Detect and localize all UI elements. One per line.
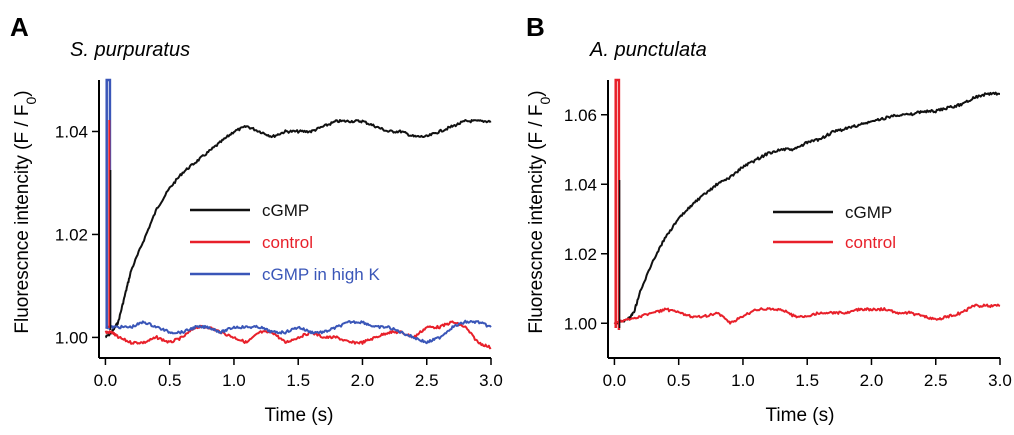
panel-b-xtick-label: 0.0 [603, 371, 627, 390]
panel-a-trace-cgmp-in-high-k [105, 319, 492, 345]
panel-b-ylabel-sub: 0 [537, 97, 553, 105]
panel-a-ylabel: Fluorescnce intencity (F / F0) [12, 90, 39, 333]
panel-b-traces [613, 78, 1001, 330]
panel-b-trace-control [613, 303, 1001, 325]
panel-b: B A. punctulata Fluorescnce intencity (F… [526, 12, 1012, 426]
panel-b-legend: cGMP control [773, 203, 896, 252]
panel-a-axes: 0.0 0.5 1.0 1.5 2.0 2.5 3.0 1.00 1.02 1.04 [55, 80, 503, 390]
panel-a-xtick-label: 2.5 [415, 371, 439, 390]
panel-b-axes: 0.0 0.5 1.0 1.5 2.0 2.5 3.0 1.00 1.02 1.04 1.06 [564, 80, 1012, 390]
panel-a-ytick-label: 1.00 [55, 328, 88, 347]
panel-a-legend-label-cgmp-in-high-k: cGMP in high K [262, 265, 380, 284]
panel-a-trace-cgmp [104, 119, 492, 339]
panel-a-legend-label-cgmp: cGMP [262, 201, 309, 220]
panel-b-xtick-label: 2.0 [860, 371, 884, 390]
panel-a-xtick-label: 0.5 [158, 371, 182, 390]
panel-b-trace-cgmp [613, 91, 1000, 325]
panel-a-ylabel-main: Fluorescnce intencity (F / F [12, 105, 33, 334]
panel-b-stimulus-spike [614, 78, 621, 330]
panel-b-ytick-label: 1.00 [564, 314, 597, 333]
panel-b-ytick-label: 1.04 [564, 175, 597, 194]
panel-a: A S. purpuratus Fluorescnce intencity (F… [10, 12, 503, 426]
panel-a-xtick-label: 1.5 [286, 371, 310, 390]
panel-a-ytick-label: 1.04 [55, 122, 88, 141]
panel-a-xlabel: Time (s) [265, 405, 334, 426]
panel-b-xtick-label: 1.5 [795, 371, 819, 390]
panel-b-ylabel-close: ) [526, 90, 547, 96]
panel-a-xtick-label: 0.0 [94, 371, 118, 390]
panel-b-ylabel-main: Fluorescnce intencity (F / F [526, 105, 547, 334]
panel-a-legend-label-control: control [262, 233, 313, 252]
panel-b-xtick-label: 3.0 [988, 371, 1012, 390]
panel-a-trace-control [104, 320, 492, 350]
panel-b-title: A. punctulata [589, 39, 707, 61]
panel-b-ytick-label: 1.02 [564, 245, 597, 264]
panel-b-xlabel: Time (s) [766, 405, 835, 426]
panel-a-traces [104, 78, 492, 350]
panel-a-xtick-label: 2.0 [351, 371, 375, 390]
panel-a-ylabel-sub: 0 [23, 97, 39, 105]
panel-a-legend: cGMP control cGMP in high K [190, 201, 380, 284]
panel-b-legend-label-control: control [845, 233, 896, 252]
panel-b-ylabel: Fluorescnce intencity (F / F0) [526, 90, 553, 333]
panel-b-xtick-label: 1.0 [731, 371, 755, 390]
panel-a-xtick-label: 3.0 [479, 371, 503, 390]
panel-b-xtick-label: 0.5 [667, 371, 691, 390]
panel-label-a: A [10, 12, 29, 42]
panel-a-xtick-label: 1.0 [222, 371, 246, 390]
panel-a-title: S. purpuratus [70, 39, 190, 61]
panel-a-ytick-label: 1.02 [55, 225, 88, 244]
panel-a-ylabel-close: ) [12, 90, 33, 96]
panel-b-ytick-label: 1.06 [564, 106, 597, 125]
panel-b-legend-label-cgmp: cGMP [845, 203, 892, 222]
panel-b-xtick-label: 2.5 [924, 371, 948, 390]
panel-label-b: B [526, 12, 545, 42]
